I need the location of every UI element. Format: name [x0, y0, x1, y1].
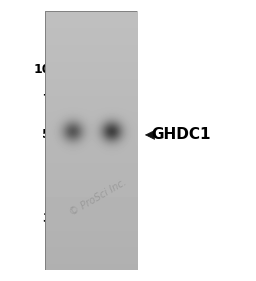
Text: © ProSci Inc.: © ProSci Inc.	[68, 177, 128, 218]
Text: 100-: 100-	[33, 63, 65, 76]
Text: GHDC1: GHDC1	[151, 128, 210, 142]
Text: 35-: 35-	[42, 212, 65, 225]
Text: 70-: 70-	[42, 93, 65, 106]
Text: B: B	[112, 30, 124, 48]
Text: 55-: 55-	[42, 128, 65, 141]
Text: A: A	[82, 30, 94, 48]
